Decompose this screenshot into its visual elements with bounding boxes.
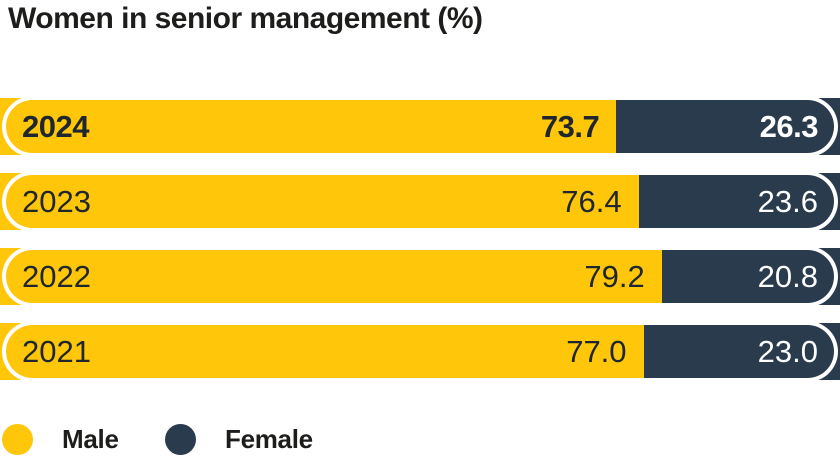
bar-value-female: 20.8 <box>757 258 818 294</box>
bar-row-2021: 2021 77.0 23.0 <box>0 321 840 382</box>
bar-pill: 2022 79.2 20.8 <box>2 246 838 307</box>
bar-segment-male: 2024 73.7 <box>6 100 617 153</box>
bar-row-2024: 2024 73.7 26.3 <box>0 96 840 157</box>
bar-year-label: 2021 <box>22 333 91 369</box>
bar-year-label: 2023 <box>22 183 91 219</box>
bar-segment-male: 2022 79.2 <box>6 250 662 303</box>
bar-year-label: 2022 <box>22 258 91 294</box>
bar-value-male: 79.2 <box>584 258 645 294</box>
bar-value-female: 26.3 <box>759 108 819 144</box>
legend-swatch-female-icon <box>165 423 196 455</box>
legend-item-female: Female <box>165 423 313 455</box>
bar-row-2022: 2022 79.2 20.8 <box>0 246 840 307</box>
bar-value-female: 23.0 <box>757 333 818 369</box>
bar-segment-female: 26.3 <box>616 100 834 153</box>
bar-pill: 2024 73.7 26.3 <box>2 96 838 157</box>
bar-value-male: 76.4 <box>561 183 622 219</box>
bar-segment-male: 2023 76.4 <box>6 175 639 228</box>
bar-value-female: 23.6 <box>757 183 818 219</box>
legend-swatch-male-icon <box>2 423 33 455</box>
bar-year-label: 2024 <box>22 108 89 144</box>
legend-item-male: Male <box>2 423 119 455</box>
bar-pill: 2023 76.4 23.6 <box>2 171 838 232</box>
bar-segment-male: 2021 77.0 <box>6 325 644 378</box>
bar-segment-female: 23.0 <box>643 325 834 378</box>
bar-pill: 2021 77.0 23.0 <box>2 321 838 382</box>
chart-title: Women in senior management (%) <box>8 2 483 35</box>
bar-segment-female: 20.8 <box>661 250 834 303</box>
legend-label-male: Male <box>62 423 119 454</box>
legend-label-female: Female <box>225 423 313 454</box>
bar-value-male: 77.0 <box>566 333 627 369</box>
bar-value-male: 73.7 <box>540 108 600 144</box>
bar-segment-female: 23.6 <box>638 175 834 228</box>
bar-row-2023: 2023 76.4 23.6 <box>0 171 840 232</box>
legend: Male Female <box>0 423 840 455</box>
